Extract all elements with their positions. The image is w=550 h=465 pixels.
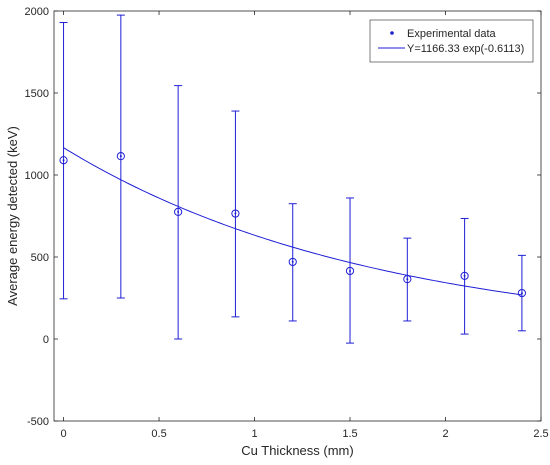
data-point-marker	[345, 266, 355, 276]
data-point	[291, 260, 294, 263]
data-point-group	[460, 217, 469, 335]
y-tick-label: 2000	[25, 6, 49, 18]
data-point-marker	[517, 288, 527, 298]
y-tick-label: 500	[31, 252, 49, 264]
y-tick-label: 1500	[25, 88, 49, 100]
plot-area	[53, 10, 542, 422]
data-points-layer	[59, 14, 527, 344]
data-point	[234, 212, 237, 215]
data-point-group	[403, 237, 412, 322]
data-point	[62, 159, 65, 162]
data-point-marker	[460, 271, 469, 280]
data-point-group	[231, 110, 240, 318]
data-point-group	[288, 203, 297, 322]
data-point-group	[59, 21, 68, 300]
data-point-marker	[403, 275, 412, 284]
data-point	[177, 210, 180, 213]
legend: Experimental data Y=1166.33 exp(-0.6113)	[369, 19, 534, 63]
y-axis: -500 0 500 1000 1500 2000	[25, 6, 541, 428]
y-tick-label: -500	[27, 416, 49, 428]
data-point	[406, 278, 409, 281]
data-point-group	[116, 14, 125, 299]
x-tick-label: 0	[60, 428, 66, 440]
x-tick-label: 0.5	[151, 428, 166, 440]
y-tick-label: 1000	[25, 170, 49, 182]
y-axis-label: Average energy detected (keV)	[5, 126, 20, 306]
legend-box	[369, 19, 534, 63]
x-tick-label: 2	[442, 428, 448, 440]
data-point-group	[345, 197, 355, 344]
data-point	[349, 269, 352, 272]
data-point	[119, 155, 122, 158]
data-point-marker	[59, 156, 68, 165]
data-point-group	[174, 85, 183, 340]
y-tick-label: 0	[43, 334, 49, 346]
x-axis-label: Cu Thickness (mm)	[241, 443, 353, 458]
legend-entry-experimental: Experimental data	[407, 28, 497, 40]
data-point-marker	[231, 209, 240, 218]
data-point	[520, 292, 523, 295]
data-point-marker	[174, 207, 183, 216]
legend-marker-dot	[390, 31, 394, 35]
data-point-group	[517, 254, 527, 332]
data-point-marker	[288, 257, 297, 267]
x-axis: 0 0.5 1 1.5 2 2.5	[60, 11, 549, 440]
x-tick-label: 1.5	[342, 428, 357, 440]
data-point-marker	[116, 152, 125, 161]
x-tick-label: 2.5	[533, 428, 548, 440]
x-tick-label: 1	[251, 428, 257, 440]
legend-entry-fit: Y=1166.33 exp(-0.6113)	[407, 43, 524, 55]
data-point	[463, 274, 466, 277]
